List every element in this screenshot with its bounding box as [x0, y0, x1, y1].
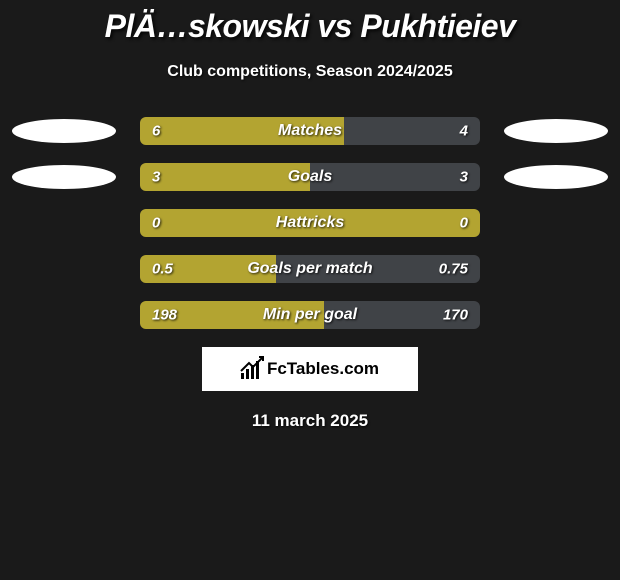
stat-value-right: 170 — [443, 307, 468, 324]
stat-value-left: 198 — [152, 307, 177, 324]
stat-bar: 0 0 Hattricks — [140, 209, 480, 237]
stat-value-left: 0 — [152, 215, 160, 232]
stat-value-left: 3 — [152, 169, 160, 186]
comparison-container: PlÄ…skowski vs Pukhtieiev Club competiti… — [0, 0, 620, 431]
subtitle: Club competitions, Season 2024/2025 — [0, 63, 620, 81]
stat-label: Min per goal — [263, 306, 357, 324]
logo-chart-icon — [241, 359, 259, 379]
stat-row: 198 170 Min per goal — [0, 301, 620, 329]
stat-label: Hattricks — [276, 214, 344, 232]
page-title: PlÄ…skowski vs Pukhtieiev — [0, 8, 620, 45]
logo-text: FcTables.com — [267, 359, 379, 379]
stat-label: Goals per match — [247, 260, 372, 278]
team-ellipse-right — [504, 119, 608, 143]
stat-row: 3 3 Goals — [0, 163, 620, 191]
logo-box: FcTables.com — [202, 347, 418, 391]
bar-segment-left — [140, 163, 310, 191]
logo-arrow-icon — [239, 355, 265, 375]
stat-row: 6 4 Matches — [0, 117, 620, 145]
team-ellipse-right — [504, 165, 608, 189]
stat-value-right: 0 — [460, 215, 468, 232]
team-ellipse-left — [12, 165, 116, 189]
stat-value-right: 4 — [460, 123, 468, 140]
stat-value-right: 3 — [460, 169, 468, 186]
logo-content: FcTables.com — [241, 359, 379, 379]
stat-row: 0 0 Hattricks — [0, 209, 620, 237]
stat-label: Matches — [278, 122, 342, 140]
stat-bar: 6 4 Matches — [140, 117, 480, 145]
stat-value-right: 0.75 — [439, 261, 468, 278]
stat-row: 0.5 0.75 Goals per match — [0, 255, 620, 283]
stat-value-left: 6 — [152, 123, 160, 140]
stat-bar: 3 3 Goals — [140, 163, 480, 191]
stat-bar: 0.5 0.75 Goals per match — [140, 255, 480, 283]
team-ellipse-left — [12, 119, 116, 143]
stat-label: Goals — [288, 168, 332, 186]
date-label: 11 march 2025 — [0, 411, 620, 431]
stat-value-left: 0.5 — [152, 261, 173, 278]
stats-rows: 6 4 Matches 3 3 Goals 0 0 Hattricks 0.5 0.75 Goals … — [0, 117, 620, 329]
stat-bar: 198 170 Min per goal — [140, 301, 480, 329]
bar-segment-right — [310, 163, 480, 191]
